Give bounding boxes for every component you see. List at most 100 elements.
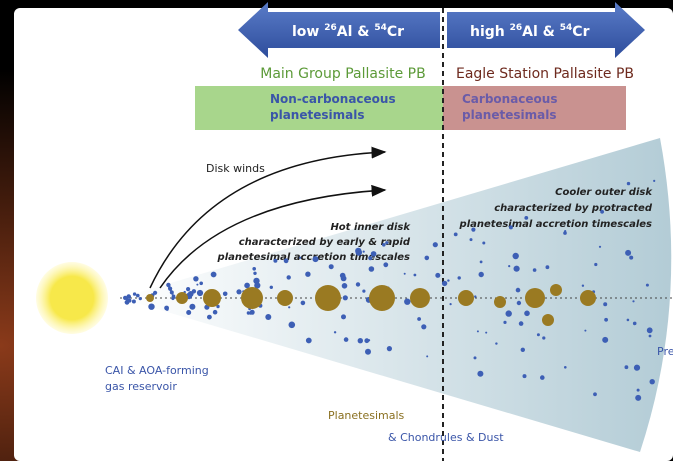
- dust-grain: [514, 266, 520, 272]
- dust-grain: [270, 286, 273, 289]
- planetesimal: [203, 289, 221, 307]
- planetesimal: [550, 284, 562, 296]
- dust-grain: [166, 308, 169, 311]
- dust-grain: [358, 338, 363, 343]
- arrow-label: high 26Al & 54Cr: [470, 23, 590, 40]
- dust-grain: [604, 318, 608, 322]
- dust-grain: [417, 317, 421, 321]
- band-label: planetesimals: [270, 108, 364, 122]
- dust-grain: [627, 182, 630, 185]
- dust-grain: [519, 321, 524, 326]
- dust-grain: [148, 304, 154, 310]
- dust-grain: [343, 295, 348, 300]
- dust-grain: [458, 276, 461, 279]
- dust-grain: [600, 210, 604, 214]
- figure: low 26Al & 54Cr high 26Al & 54Cr Main Gr…: [0, 0, 673, 461]
- dust-grain: [253, 272, 256, 275]
- dust-grain: [368, 339, 370, 341]
- dust-grain: [480, 261, 483, 264]
- dust-grain: [563, 231, 567, 235]
- dust-grain: [450, 303, 452, 305]
- dust-grain: [362, 290, 365, 293]
- dust-grain: [479, 272, 484, 277]
- dust-grain: [470, 238, 473, 241]
- label: Planetesimals: [328, 409, 405, 422]
- text: Cr: [572, 24, 589, 40]
- dust-grain: [509, 225, 513, 229]
- planetesimal: [458, 290, 474, 306]
- dust-grain: [546, 265, 550, 269]
- label: Cooler outer disk: [555, 187, 653, 198]
- group-label: Main Group Pallasite PB: [260, 66, 425, 82]
- dust-grain: [633, 322, 637, 326]
- dust-grain: [250, 310, 255, 315]
- dust-grain: [252, 267, 256, 271]
- dust-grain: [433, 242, 438, 247]
- planetesimal: [410, 288, 430, 308]
- dust-grain: [288, 306, 290, 308]
- dust-grain: [650, 379, 655, 384]
- dust-grain: [265, 314, 271, 320]
- dust-grain: [136, 294, 140, 298]
- dust-grain: [474, 356, 477, 359]
- dust-grain: [542, 336, 545, 339]
- dust-grain: [582, 285, 584, 287]
- band-label: planetesimals: [462, 108, 556, 122]
- dust-grain: [305, 272, 310, 277]
- dust-grain: [299, 257, 301, 259]
- dust-grain: [653, 180, 655, 182]
- dust-grain: [247, 311, 250, 314]
- label: planetesimal accretion timescales: [459, 219, 652, 230]
- dust-grain: [442, 281, 447, 286]
- dust-grain: [503, 321, 506, 324]
- dust-grain: [173, 297, 175, 299]
- dust-grain: [599, 246, 601, 248]
- text: 54: [560, 23, 573, 33]
- dust-grain: [513, 253, 519, 259]
- dust-grain: [365, 349, 371, 355]
- text: Al &: [522, 24, 560, 40]
- dust-grain: [192, 289, 196, 293]
- dust-grain: [632, 300, 634, 302]
- label: CAI & AOA-forming: [105, 364, 209, 377]
- dust-grain: [564, 366, 567, 369]
- dust-grain: [369, 266, 375, 272]
- dust-grain: [207, 315, 212, 320]
- dust-grain: [329, 264, 334, 269]
- dust-grain: [139, 297, 142, 300]
- dust-grain: [447, 279, 449, 281]
- dust-grain: [414, 274, 417, 277]
- dust-grain: [584, 330, 586, 332]
- text: Al &: [337, 24, 375, 40]
- dust-grain: [371, 251, 377, 257]
- planetesimal: [542, 314, 554, 326]
- dust-grain: [301, 301, 306, 306]
- text: 26: [510, 23, 523, 33]
- planetesimal: [369, 285, 395, 311]
- text: low: [292, 24, 324, 40]
- dust-grain: [485, 332, 487, 334]
- dust-grain: [625, 365, 629, 369]
- dust-grain: [634, 365, 640, 371]
- dust-grain: [289, 322, 296, 329]
- text: Cr: [387, 24, 404, 40]
- dust-grain: [368, 256, 372, 260]
- dust-grain: [196, 284, 198, 286]
- dust-grain: [647, 327, 653, 333]
- dust-grain: [523, 374, 527, 378]
- dust-grain: [213, 310, 218, 315]
- label: characterized by protracted: [494, 203, 653, 214]
- text: 54: [374, 23, 387, 33]
- arrow-label: low 26Al & 54Cr: [292, 23, 404, 40]
- dust-grain: [334, 331, 336, 333]
- dust-grain: [425, 256, 430, 261]
- dust-grain: [186, 287, 190, 291]
- dust-grain: [426, 355, 428, 357]
- label: Pre: [657, 345, 673, 358]
- dust-grain: [153, 291, 157, 295]
- dust-grain: [635, 395, 641, 401]
- dust-grain: [474, 295, 476, 297]
- planetesimal: [241, 287, 263, 309]
- dust-grain: [495, 342, 497, 344]
- dust-grain: [637, 389, 640, 392]
